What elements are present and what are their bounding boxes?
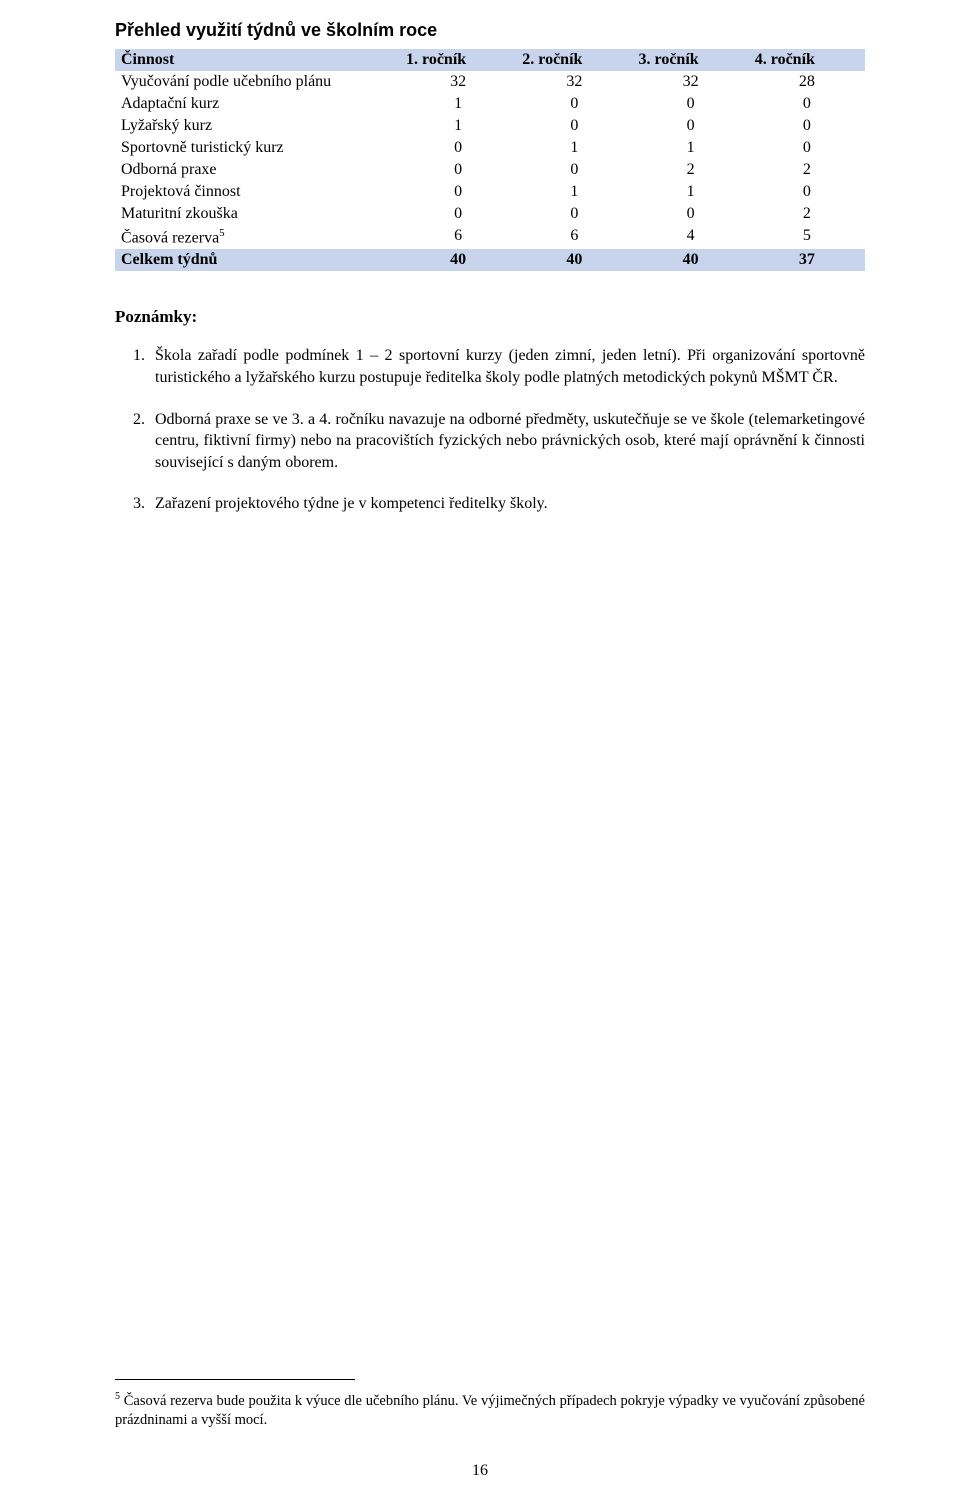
table-header-col: 2. ročník bbox=[516, 49, 632, 71]
table-cell: 1 bbox=[633, 137, 749, 159]
table-cell: 32 bbox=[400, 71, 516, 93]
list-item: Odborná praxe se ve 3. a 4. ročníku nava… bbox=[149, 409, 865, 474]
table-row-label: Maturitní zkouška bbox=[115, 203, 400, 225]
table-row: Sportovně turistický kurz0110 bbox=[115, 137, 865, 159]
table-cell: 1 bbox=[516, 137, 632, 159]
footnote: 5 Časová rezerva bude použita k výuce dl… bbox=[115, 1390, 865, 1430]
table-cell: 5 bbox=[749, 225, 865, 249]
table-cell: 1 bbox=[400, 93, 516, 115]
table-row-label: Adaptační kurz bbox=[115, 93, 400, 115]
table-cell: 2 bbox=[749, 159, 865, 181]
table-cell: 0 bbox=[400, 203, 516, 225]
table-cell: 0 bbox=[400, 181, 516, 203]
table-cell: 0 bbox=[749, 181, 865, 203]
table-cell: 32 bbox=[516, 71, 632, 93]
table-cell: 0 bbox=[516, 115, 632, 137]
table-row: Vyučování podle učebního plánu32323228 bbox=[115, 71, 865, 93]
footnote-separator bbox=[115, 1379, 355, 1380]
table-cell: 2 bbox=[749, 203, 865, 225]
table-total-label: Celkem týdnů bbox=[115, 249, 400, 271]
table-cell: 28 bbox=[749, 71, 865, 93]
table-row: Adaptační kurz1000 bbox=[115, 93, 865, 115]
table-header-col: 1. ročník bbox=[400, 49, 516, 71]
table-row-label: Časová rezerva5 bbox=[115, 225, 400, 249]
page-number: 16 bbox=[0, 1462, 960, 1480]
table-cell: 0 bbox=[749, 137, 865, 159]
weeks-table: Činnost 1. ročník 2. ročník 3. ročník 4.… bbox=[115, 49, 865, 271]
table-total-cell: 40 bbox=[400, 249, 516, 271]
table-row-label: Projektová činnost bbox=[115, 181, 400, 203]
table-cell: 1 bbox=[516, 181, 632, 203]
table-cell: 1 bbox=[400, 115, 516, 137]
table-cell: 0 bbox=[633, 203, 749, 225]
table-header-row: Činnost 1. ročník 2. ročník 3. ročník 4.… bbox=[115, 49, 865, 71]
table-header-label: Činnost bbox=[115, 49, 400, 71]
table-cell: 0 bbox=[749, 115, 865, 137]
list-item: Škola zařadí podle podmínek 1 – 2 sporto… bbox=[149, 345, 865, 388]
table-cell: 1 bbox=[633, 181, 749, 203]
table-cell: 6 bbox=[400, 225, 516, 249]
table-row: Projektová činnost0110 bbox=[115, 181, 865, 203]
table-header-col: 3. ročník bbox=[633, 49, 749, 71]
table-row: Maturitní zkouška0002 bbox=[115, 203, 865, 225]
notes-heading: Poznámky: bbox=[115, 307, 865, 327]
list-item: Zařazení projektového týdne je v kompete… bbox=[149, 493, 865, 515]
table-total-cell: 37 bbox=[749, 249, 865, 271]
table-cell: 0 bbox=[400, 137, 516, 159]
table-cell: 0 bbox=[516, 93, 632, 115]
section-title: Přehled využití týdnů ve školním roce bbox=[115, 20, 865, 41]
footnote-text: Časová rezerva bude použita k výuce dle … bbox=[115, 1393, 865, 1428]
table-row-label: Vyučování podle učebního plánu bbox=[115, 71, 400, 93]
table-row: Odborná praxe0022 bbox=[115, 159, 865, 181]
table-cell: 6 bbox=[516, 225, 632, 249]
table-cell: 0 bbox=[516, 159, 632, 181]
table-row: Časová rezerva56645 bbox=[115, 225, 865, 249]
table-cell: 0 bbox=[516, 203, 632, 225]
table-total-cell: 40 bbox=[633, 249, 749, 271]
table-total-cell: 40 bbox=[516, 249, 632, 271]
table-row: Lyžařský kurz1000 bbox=[115, 115, 865, 137]
table-cell: 0 bbox=[633, 115, 749, 137]
table-row-label: Lyžařský kurz bbox=[115, 115, 400, 137]
table-cell: 0 bbox=[749, 93, 865, 115]
table-cell: 2 bbox=[633, 159, 749, 181]
table-cell: 32 bbox=[633, 71, 749, 93]
superscript: 5 bbox=[219, 227, 225, 239]
table-row-label: Sportovně turistický kurz bbox=[115, 137, 400, 159]
table-cell: 4 bbox=[633, 225, 749, 249]
table-cell: 0 bbox=[633, 93, 749, 115]
table-total-row: Celkem týdnů40404037 bbox=[115, 249, 865, 271]
notes-list: Škola zařadí podle podmínek 1 – 2 sporto… bbox=[149, 345, 865, 515]
table-row-label: Odborná praxe bbox=[115, 159, 400, 181]
table-header-col: 4. ročník bbox=[749, 49, 865, 71]
table-cell: 0 bbox=[400, 159, 516, 181]
